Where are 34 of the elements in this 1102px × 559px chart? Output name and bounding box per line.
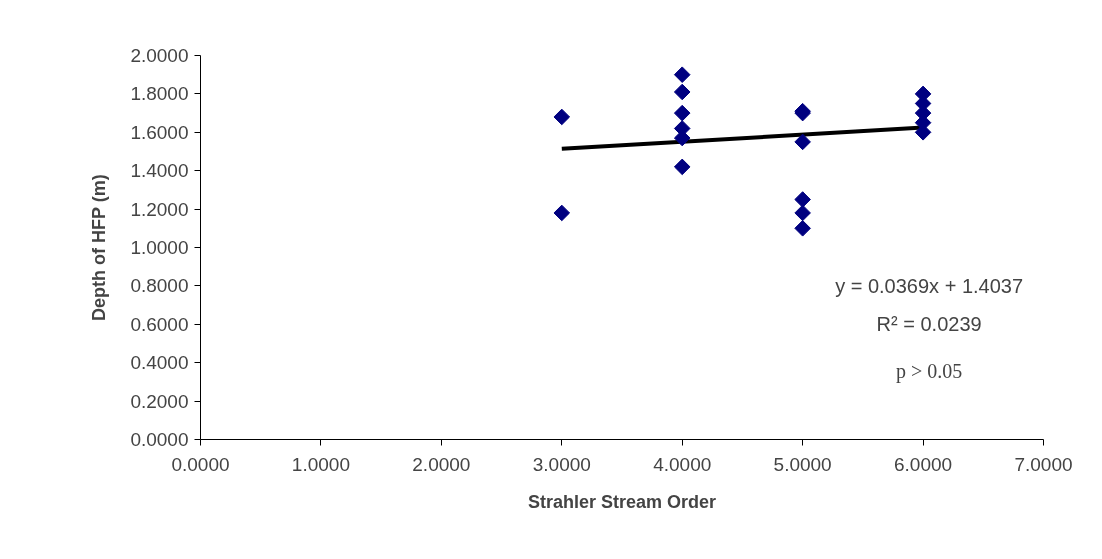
point: [794, 220, 811, 237]
y-tick-label: 0.6000: [130, 313, 189, 335]
annotation: y = 0.0369x + 1.4037: [835, 275, 1024, 298]
point: [553, 108, 571, 126]
y-tick-label: 1.2000: [130, 198, 189, 220]
point: [553, 204, 571, 222]
annotation: R² = 0.0239: [876, 312, 982, 335]
point: [673, 104, 691, 122]
x-axis-title: Strahler Stream Order: [527, 491, 717, 512]
point: [794, 191, 811, 208]
y-axis-title: Depth of HFP (m): [89, 174, 110, 321]
y-tick-label: 1.8000: [130, 83, 189, 105]
x-tick-label: 0.0000: [171, 453, 230, 475]
x-tick-label: 7.0000: [1014, 453, 1073, 475]
x-tick-label: 2.0000: [412, 453, 471, 475]
y-tick-label: 1.4000: [130, 160, 189, 182]
x-tick-label: 4.0000: [653, 453, 712, 475]
y-tick-label: 0.2000: [130, 390, 189, 412]
x-tick-label: 6.0000: [894, 453, 953, 475]
y-tick-label: 0.8000: [130, 275, 189, 297]
y-tick-label: 1.0000: [130, 237, 189, 258]
y-tick-label: 1.6000: [130, 121, 189, 143]
y-tick-label: 0.4000: [130, 352, 189, 374]
x-tick-label: 1.0000: [291, 453, 350, 475]
point: [794, 204, 811, 222]
point: [673, 83, 691, 101]
point: [673, 158, 691, 176]
point: [673, 66, 691, 83]
y-tick-label: 0.0000: [130, 429, 189, 450]
y-tick-label: 2.0000: [130, 45, 189, 66]
x-tick-label: 5.0000: [773, 453, 832, 475]
x-tick-label: 3.0000: [532, 453, 591, 475]
annotation: p > 0.05: [895, 359, 963, 383]
point: [794, 133, 811, 151]
